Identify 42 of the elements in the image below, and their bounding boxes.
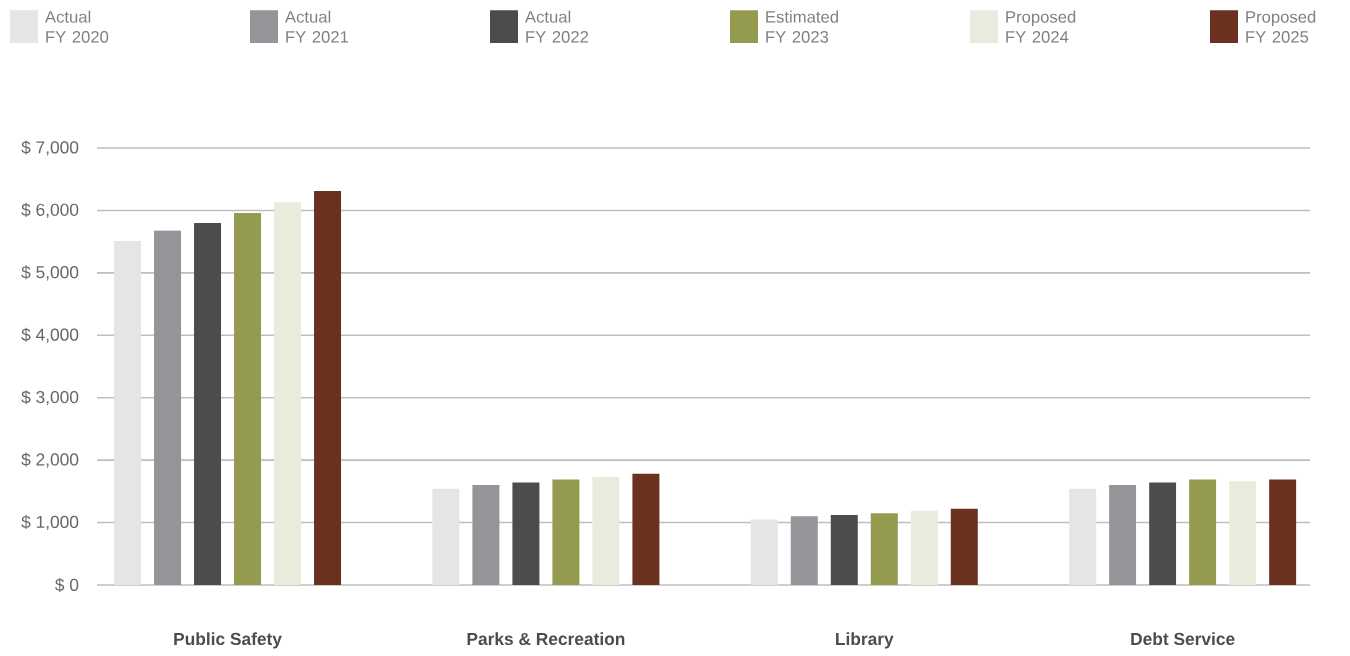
bar <box>1069 488 1097 585</box>
legend-label: Estimated FY 2023 <box>766 10 838 43</box>
legend-label: Actual FY 2021 <box>284 10 349 43</box>
bar <box>750 519 778 585</box>
bar <box>790 516 818 585</box>
bar <box>512 482 540 585</box>
bar <box>274 202 302 585</box>
x-tick-label: Public Safety <box>174 632 282 649</box>
bar <box>1149 482 1177 585</box>
y-tick-label: $ 0 <box>55 577 79 592</box>
bar <box>870 513 898 585</box>
legend-label: Proposed FY 2024 <box>1006 10 1076 43</box>
x-tick-label: Debt Service <box>1131 632 1235 646</box>
bar <box>950 508 978 585</box>
y-tick-label: $ 7,000 <box>21 140 79 156</box>
bar <box>1229 481 1257 585</box>
y-tick-label: $ 2,000 <box>21 452 79 468</box>
bar <box>314 191 342 585</box>
bar <box>472 485 500 585</box>
bar <box>830 515 858 585</box>
bar <box>592 476 620 585</box>
y-tick-label: $ 4,000 <box>21 327 79 343</box>
bar <box>234 212 262 585</box>
bar <box>194 222 222 585</box>
bar <box>1269 479 1297 585</box>
bar <box>432 488 460 585</box>
bar <box>154 230 182 585</box>
bar <box>114 241 142 585</box>
bar <box>552 479 580 585</box>
x-tick-label: Parks & Recreation <box>467 632 625 646</box>
legend-label: Actual FY 2022 <box>524 10 589 43</box>
legend-label: Actual FY 2020 <box>44 10 109 43</box>
y-tick-label: $ 6,000 <box>21 202 79 218</box>
bar <box>1189 479 1217 585</box>
bar <box>1109 485 1137 585</box>
bar <box>632 473 660 585</box>
x-tick-label: Library <box>836 632 894 649</box>
bar <box>910 510 938 585</box>
y-tick-label: $ 5,000 <box>21 265 79 281</box>
y-tick-label: $ 1,000 <box>21 515 79 531</box>
legend-label: Proposed FY 2025 <box>1246 10 1316 43</box>
y-tick-label: $ 3,000 <box>21 390 79 406</box>
